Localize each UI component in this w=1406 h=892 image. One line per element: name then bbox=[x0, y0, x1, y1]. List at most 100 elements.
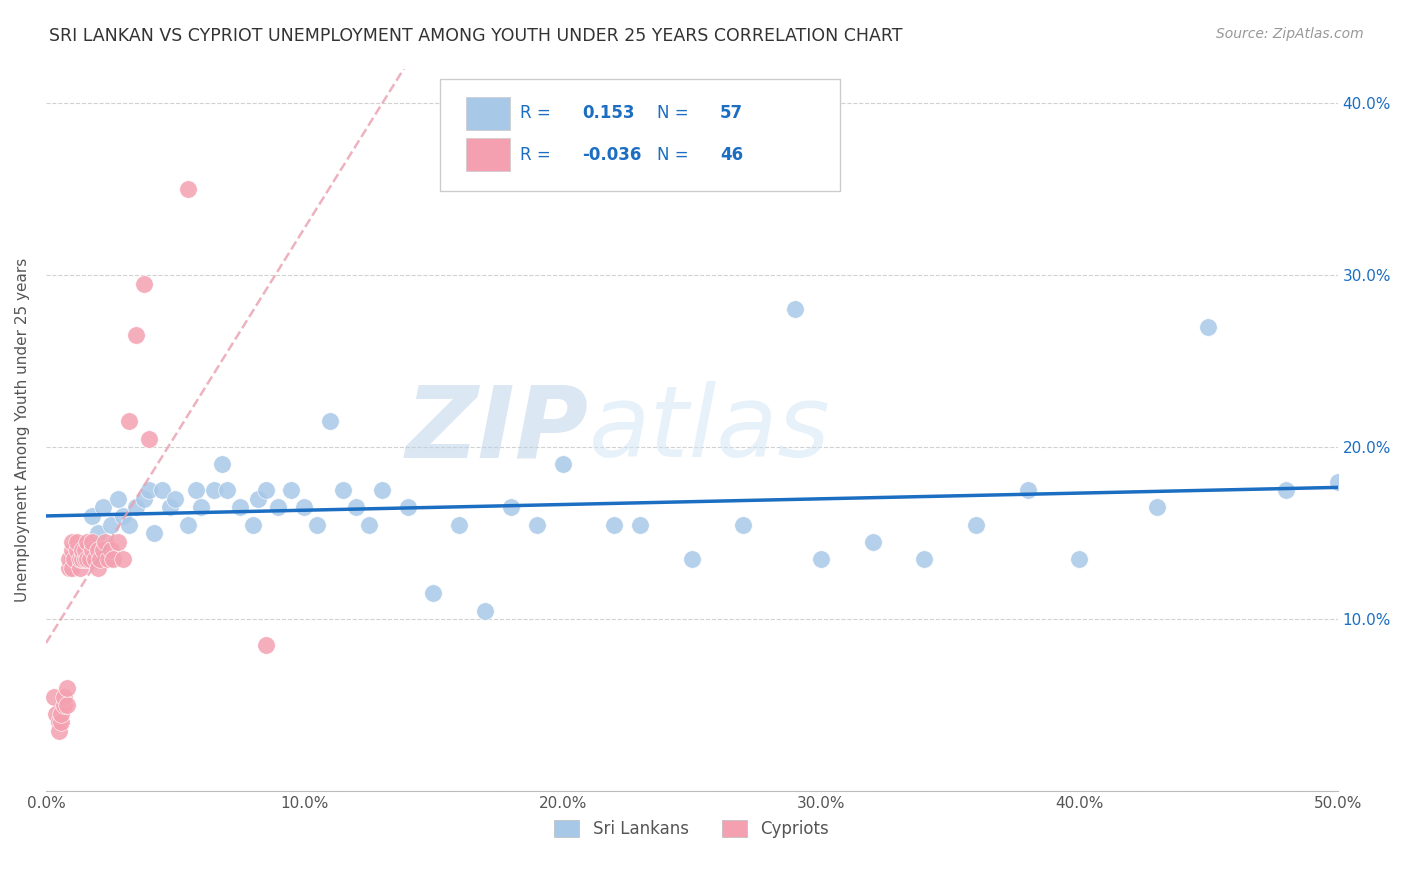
Point bbox=[134, 277, 156, 291]
Point bbox=[94, 534, 117, 549]
Point bbox=[60, 543, 83, 558]
Point bbox=[177, 182, 200, 196]
Point bbox=[965, 517, 987, 532]
Point bbox=[190, 500, 212, 515]
Point bbox=[82, 534, 104, 549]
Point bbox=[1017, 483, 1039, 497]
Point bbox=[53, 690, 76, 704]
Point bbox=[215, 483, 238, 497]
Point bbox=[1198, 319, 1220, 334]
Point bbox=[681, 552, 703, 566]
Point bbox=[58, 560, 80, 574]
FancyBboxPatch shape bbox=[465, 138, 510, 171]
Point bbox=[184, 483, 207, 497]
Point bbox=[82, 543, 104, 558]
Point bbox=[810, 552, 832, 566]
Point bbox=[254, 638, 277, 652]
Point bbox=[86, 560, 108, 574]
Text: N =: N = bbox=[657, 104, 689, 122]
Point bbox=[101, 552, 124, 566]
Text: R =: R = bbox=[520, 104, 551, 122]
Text: N =: N = bbox=[657, 145, 689, 163]
Point bbox=[267, 500, 290, 515]
Point bbox=[862, 534, 884, 549]
Point bbox=[474, 604, 496, 618]
Point bbox=[499, 500, 522, 515]
Point bbox=[60, 560, 83, 574]
Point bbox=[84, 552, 107, 566]
Point bbox=[53, 698, 76, 713]
Point bbox=[332, 483, 354, 497]
Text: 46: 46 bbox=[720, 145, 744, 163]
Point bbox=[86, 526, 108, 541]
Point bbox=[91, 543, 114, 558]
Point bbox=[526, 517, 548, 532]
Point bbox=[125, 328, 148, 343]
Point bbox=[117, 414, 139, 428]
Point bbox=[60, 552, 83, 566]
Point bbox=[51, 706, 73, 721]
Point bbox=[112, 508, 135, 523]
Point bbox=[165, 491, 187, 506]
Text: R =: R = bbox=[520, 145, 551, 163]
Point bbox=[733, 517, 755, 532]
Point bbox=[159, 500, 181, 515]
Point bbox=[246, 491, 269, 506]
Point bbox=[107, 491, 129, 506]
Point bbox=[150, 483, 173, 497]
Point bbox=[242, 517, 264, 532]
Point bbox=[60, 534, 83, 549]
Point bbox=[55, 698, 77, 713]
FancyBboxPatch shape bbox=[440, 79, 841, 192]
Point bbox=[107, 534, 129, 549]
Point bbox=[357, 517, 380, 532]
Point bbox=[73, 552, 96, 566]
Point bbox=[143, 526, 166, 541]
Point bbox=[58, 552, 80, 566]
Point bbox=[449, 517, 471, 532]
Point bbox=[228, 500, 250, 515]
Point bbox=[70, 552, 93, 566]
Point bbox=[307, 517, 329, 532]
Text: Source: ZipAtlas.com: Source: ZipAtlas.com bbox=[1216, 27, 1364, 41]
Text: ZIP: ZIP bbox=[405, 382, 589, 478]
FancyBboxPatch shape bbox=[465, 96, 510, 130]
Point bbox=[76, 552, 98, 566]
Point bbox=[1146, 500, 1168, 515]
Point bbox=[117, 517, 139, 532]
Point bbox=[202, 483, 225, 497]
Point bbox=[211, 458, 233, 472]
Point bbox=[100, 543, 122, 558]
Point bbox=[63, 552, 86, 566]
Point bbox=[112, 552, 135, 566]
Point bbox=[45, 706, 67, 721]
Point bbox=[91, 500, 114, 515]
Point bbox=[125, 500, 148, 515]
Point bbox=[254, 483, 277, 497]
Legend: Sri Lankans, Cypriots: Sri Lankans, Cypriots bbox=[548, 813, 835, 845]
Point bbox=[371, 483, 394, 497]
Point bbox=[292, 500, 315, 515]
Point bbox=[138, 483, 160, 497]
Point bbox=[55, 681, 77, 695]
Text: 0.153: 0.153 bbox=[582, 104, 634, 122]
Point bbox=[344, 500, 367, 515]
Point bbox=[86, 543, 108, 558]
Point bbox=[69, 552, 91, 566]
Point bbox=[76, 534, 98, 549]
Text: atlas: atlas bbox=[589, 382, 830, 478]
Point bbox=[396, 500, 419, 515]
Point bbox=[48, 715, 70, 730]
Point bbox=[177, 517, 200, 532]
Point bbox=[785, 302, 807, 317]
Point bbox=[100, 517, 122, 532]
Point bbox=[70, 543, 93, 558]
Point bbox=[138, 432, 160, 446]
Point bbox=[89, 552, 111, 566]
Point bbox=[79, 552, 101, 566]
Point bbox=[1275, 483, 1298, 497]
Text: SRI LANKAN VS CYPRIOT UNEMPLOYMENT AMONG YOUTH UNDER 25 YEARS CORRELATION CHART: SRI LANKAN VS CYPRIOT UNEMPLOYMENT AMONG… bbox=[49, 27, 903, 45]
Point bbox=[48, 724, 70, 739]
Y-axis label: Unemployment Among Youth under 25 years: Unemployment Among Youth under 25 years bbox=[15, 258, 30, 602]
Point bbox=[280, 483, 302, 497]
